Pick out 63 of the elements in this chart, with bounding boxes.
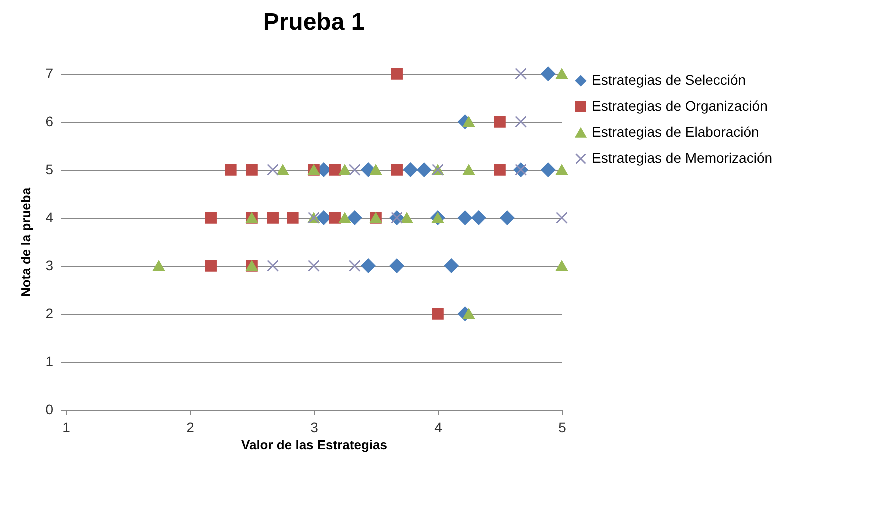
point bbox=[556, 212, 568, 224]
point bbox=[432, 308, 444, 320]
point bbox=[205, 260, 217, 272]
y-tick-label: 5 bbox=[46, 162, 54, 178]
point bbox=[349, 164, 361, 176]
point bbox=[287, 212, 299, 224]
y-tick-label: 2 bbox=[46, 306, 54, 322]
point bbox=[500, 210, 515, 226]
point bbox=[556, 68, 568, 80]
point bbox=[225, 164, 237, 176]
point bbox=[308, 260, 320, 272]
point bbox=[329, 212, 341, 224]
point bbox=[329, 164, 341, 176]
point bbox=[401, 212, 413, 224]
point bbox=[339, 212, 351, 224]
point bbox=[463, 164, 475, 176]
point bbox=[277, 164, 289, 176]
x-tick-label: 5 bbox=[558, 420, 567, 436]
point bbox=[494, 164, 506, 176]
legend-label: Estrategias de Organización bbox=[592, 98, 768, 114]
x-tick-label: 2 bbox=[186, 420, 195, 436]
y-tick-label: 6 bbox=[46, 114, 54, 130]
point bbox=[267, 164, 279, 176]
point bbox=[458, 210, 472, 226]
x-tick-label: 4 bbox=[434, 420, 443, 436]
point bbox=[316, 210, 332, 226]
point bbox=[472, 210, 486, 226]
point bbox=[348, 210, 362, 226]
point bbox=[444, 258, 459, 274]
point bbox=[556, 260, 568, 272]
point bbox=[391, 164, 403, 176]
legend-label: Estrategias de Elaboración bbox=[592, 124, 760, 140]
y-tick-label: 1 bbox=[46, 354, 54, 370]
point bbox=[390, 258, 404, 274]
point bbox=[349, 260, 361, 272]
x-tick-label: 1 bbox=[62, 420, 71, 436]
point bbox=[205, 212, 217, 224]
point bbox=[515, 68, 527, 80]
point bbox=[541, 66, 556, 82]
point bbox=[404, 162, 418, 178]
legend-label: Estrategias de Selección bbox=[592, 72, 746, 88]
point bbox=[417, 162, 432, 178]
x-tick-label: 3 bbox=[310, 420, 319, 436]
point bbox=[267, 260, 279, 272]
y-tick-label: 3 bbox=[46, 258, 54, 274]
point bbox=[541, 162, 556, 178]
point bbox=[494, 116, 506, 128]
point bbox=[391, 68, 403, 80]
x-axis-title: Valor de las Estrategias bbox=[242, 438, 388, 452]
point bbox=[556, 164, 568, 176]
point bbox=[515, 116, 527, 128]
point bbox=[153, 260, 165, 272]
legend-label: Estrategias de Memorización bbox=[592, 150, 773, 166]
chart-title: Prueba 1 bbox=[263, 8, 365, 36]
y-tick-label: 4 bbox=[46, 210, 54, 226]
y-tick-label: 7 bbox=[46, 66, 54, 82]
point bbox=[246, 164, 258, 176]
y-tick-label: 0 bbox=[46, 402, 54, 418]
point bbox=[267, 212, 279, 224]
point bbox=[370, 164, 382, 176]
y-axis-title: Nota de la prueba bbox=[18, 187, 34, 298]
point bbox=[361, 258, 376, 274]
point bbox=[339, 164, 351, 176]
